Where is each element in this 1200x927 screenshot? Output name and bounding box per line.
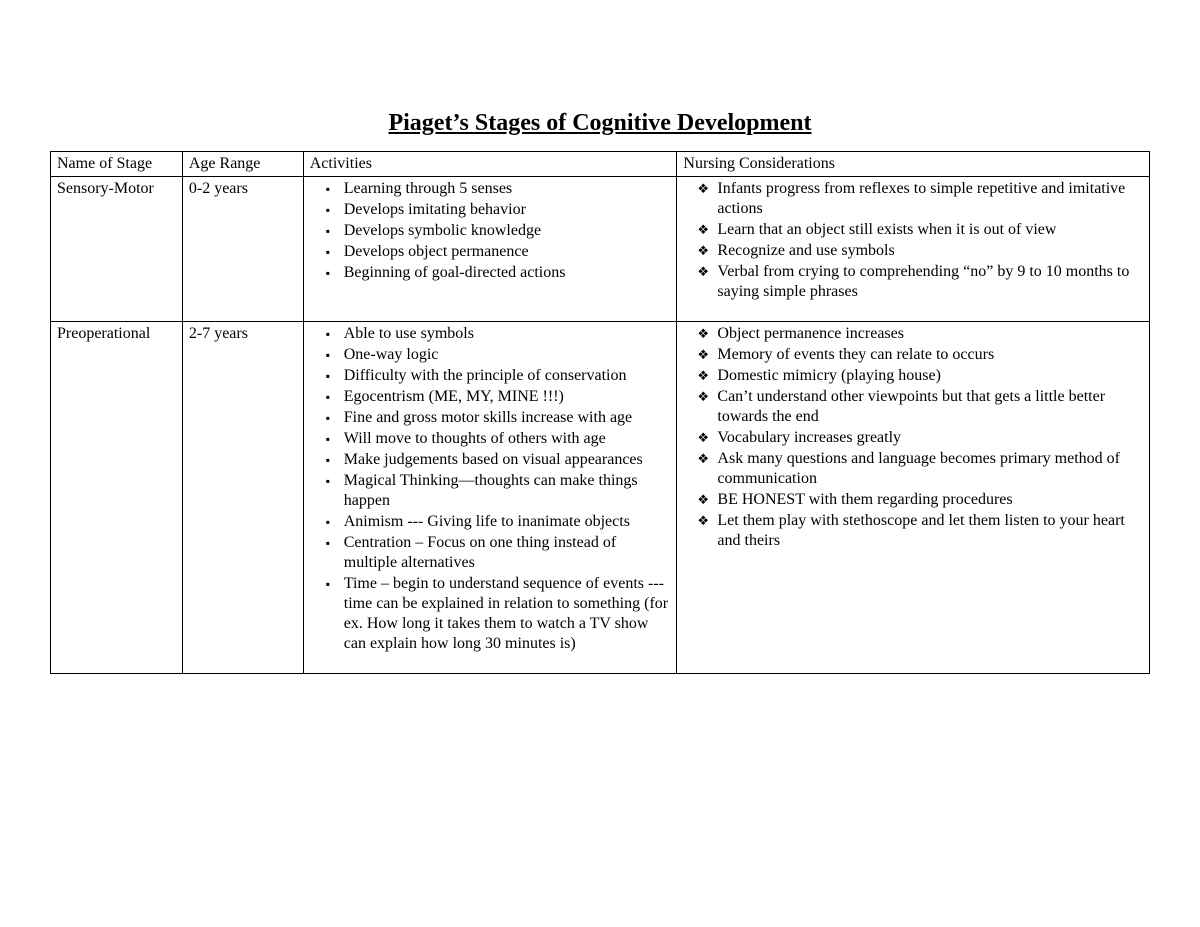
- nursing-item: Object permanence increases: [717, 324, 1143, 344]
- cell-nursing: Object permanence increasesMemory of eve…: [677, 322, 1150, 674]
- nursing-item: Let them play with stethoscope and let t…: [717, 511, 1143, 551]
- nursing-item: Can’t understand other viewpoints but th…: [717, 387, 1143, 427]
- activities-list: Able to use symbolsOne-way logicDifficul…: [310, 324, 671, 654]
- nursing-item: BE HONEST with them regarding procedures: [717, 490, 1143, 510]
- col-header-age: Age Range: [182, 152, 303, 177]
- nursing-item: Ask many questions and language becomes …: [717, 449, 1143, 489]
- activities-item: Egocentrism (ME, MY, MINE !!!): [344, 387, 671, 407]
- cell-age: 0-2 years: [182, 177, 303, 322]
- cell-age: 2-7 years: [182, 322, 303, 674]
- nursing-item: Learn that an object still exists when i…: [717, 220, 1143, 240]
- activities-item: Will move to thoughts of others with age: [344, 429, 671, 449]
- stages-table: Name of Stage Age Range Activities Nursi…: [50, 151, 1150, 674]
- activities-item: Magical Thinking—thoughts can make thing…: [344, 471, 671, 511]
- cell-nursing: Infants progress from reflexes to simple…: [677, 177, 1150, 322]
- col-header-nursing: Nursing Considerations: [677, 152, 1150, 177]
- activities-item: Develops imitating behavior: [344, 200, 671, 220]
- activities-item: Difficulty with the principle of conserv…: [344, 366, 671, 386]
- activities-item: Develops symbolic knowledge: [344, 221, 671, 241]
- activities-item: Time – begin to understand sequence of e…: [344, 574, 671, 654]
- cell-stage: Sensory-Motor: [51, 177, 183, 322]
- cell-activities: Learning through 5 sensesDevelops imitat…: [303, 177, 677, 322]
- nursing-item: Domestic mimicry (playing house): [717, 366, 1143, 386]
- nursing-item: Infants progress from reflexes to simple…: [717, 179, 1143, 219]
- nursing-list: Object permanence increasesMemory of eve…: [683, 324, 1143, 551]
- page-title: Piaget’s Stages of Cognitive Development: [50, 110, 1150, 137]
- activities-item: One-way logic: [344, 345, 671, 365]
- activities-item: Fine and gross motor skills increase wit…: [344, 408, 671, 428]
- nursing-list: Infants progress from reflexes to simple…: [683, 179, 1143, 302]
- nursing-item: Vocabulary increases greatly: [717, 428, 1143, 448]
- document-page: Piaget’s Stages of Cognitive Development…: [0, 0, 1200, 674]
- nursing-item: Recognize and use symbols: [717, 241, 1143, 261]
- nursing-item: Memory of events they can relate to occu…: [717, 345, 1143, 365]
- activities-list: Learning through 5 sensesDevelops imitat…: [310, 179, 671, 283]
- activities-item: Beginning of goal-directed actions: [344, 263, 671, 283]
- col-header-stage: Name of Stage: [51, 152, 183, 177]
- cell-activities: Able to use symbolsOne-way logicDifficul…: [303, 322, 677, 674]
- cell-stage: Preoperational: [51, 322, 183, 674]
- table-body: Sensory-Motor0-2 yearsLearning through 5…: [51, 177, 1150, 674]
- nursing-item: Verbal from crying to comprehending “no”…: [717, 262, 1143, 302]
- activities-item: Develops object permanence: [344, 242, 671, 262]
- table-row: Sensory-Motor0-2 yearsLearning through 5…: [51, 177, 1150, 322]
- activities-item: Learning through 5 senses: [344, 179, 671, 199]
- col-header-activities: Activities: [303, 152, 677, 177]
- activities-item: Able to use symbols: [344, 324, 671, 344]
- activities-item: Animism --- Giving life to inanimate obj…: [344, 512, 671, 532]
- table-row: Preoperational2-7 yearsAble to use symbo…: [51, 322, 1150, 674]
- activities-item: Centration – Focus on one thing instead …: [344, 533, 671, 573]
- table-header-row: Name of Stage Age Range Activities Nursi…: [51, 152, 1150, 177]
- activities-item: Make judgements based on visual appearan…: [344, 450, 671, 470]
